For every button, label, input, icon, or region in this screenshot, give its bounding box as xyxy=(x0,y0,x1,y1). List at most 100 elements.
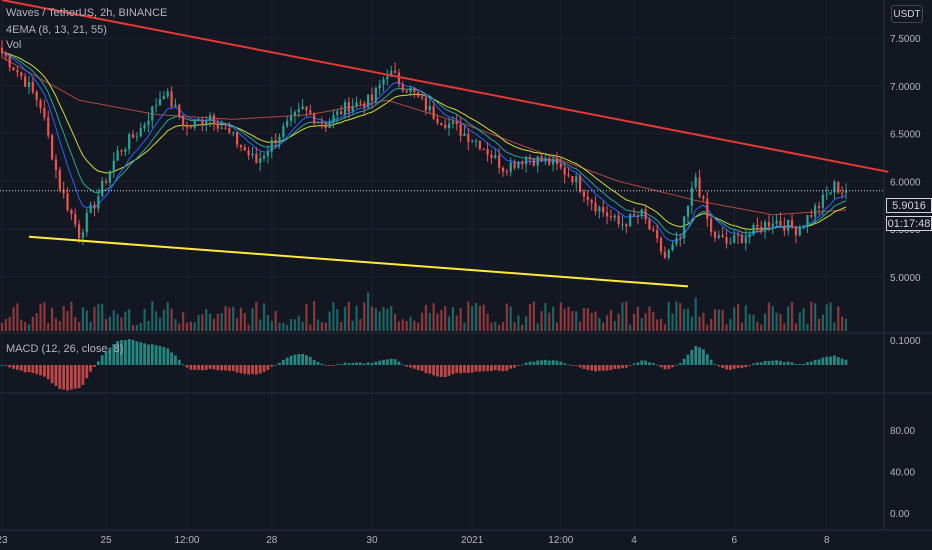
candle-body xyxy=(752,224,755,235)
macd-bar xyxy=(428,365,432,374)
candle-body xyxy=(617,215,620,224)
candle-body xyxy=(417,92,420,97)
macd-bar xyxy=(501,365,505,372)
volume-bar xyxy=(197,315,200,331)
macd-bar xyxy=(328,365,331,366)
candle-body xyxy=(386,76,389,80)
candle-body xyxy=(756,224,759,227)
macd-bar xyxy=(648,362,651,365)
macd-bar xyxy=(343,362,347,365)
macd-bar xyxy=(655,364,659,366)
volume-bar xyxy=(817,318,821,331)
volume-bar xyxy=(455,315,458,331)
candle-body xyxy=(209,115,212,121)
candle-body xyxy=(174,104,177,107)
volume-bar xyxy=(748,313,751,331)
volume-legend[interactable]: Vol xyxy=(6,39,22,51)
macd-bar xyxy=(335,364,339,365)
candle-body xyxy=(405,90,408,93)
macd-bar xyxy=(308,356,312,365)
volume-bar xyxy=(710,319,713,331)
candle-body xyxy=(243,147,246,151)
macd-bar xyxy=(513,365,516,368)
volume-bar xyxy=(301,321,304,331)
macd-bar xyxy=(659,365,663,368)
macd-bar xyxy=(570,365,574,366)
volume-bar xyxy=(274,310,277,331)
candle-body xyxy=(713,231,717,238)
macd-bar xyxy=(532,361,536,365)
candle-body xyxy=(521,161,524,165)
macd-bar xyxy=(786,361,790,365)
symbol-legend[interactable]: Waves / TetherUS, 2h, BINANCE xyxy=(6,7,168,19)
candle-body xyxy=(787,219,790,231)
macd-bar xyxy=(748,365,752,366)
candle-body xyxy=(16,70,19,73)
macd-bar xyxy=(563,363,567,365)
macd-bar xyxy=(767,360,771,365)
volume-bar xyxy=(201,313,204,331)
volume-bar xyxy=(12,307,15,331)
candle-body xyxy=(490,154,493,158)
candle-body xyxy=(262,155,266,159)
candle-body xyxy=(270,139,273,152)
candle-body xyxy=(97,196,100,209)
macd-bar xyxy=(93,365,96,367)
candle-body xyxy=(58,169,61,190)
currency-button[interactable]: USDT xyxy=(891,5,923,23)
macd-bar xyxy=(235,365,239,373)
rsi-tick-label: 0.00 xyxy=(890,509,910,520)
macd-bar xyxy=(536,360,540,365)
volume-bar xyxy=(428,312,431,331)
macd-bar xyxy=(775,360,779,365)
candle-body xyxy=(740,235,744,244)
volume-bar xyxy=(698,316,701,331)
macd-bar xyxy=(763,361,767,365)
macd-bar xyxy=(332,365,335,366)
volume-bar xyxy=(417,322,420,331)
macd-bar xyxy=(559,361,563,365)
candle-body xyxy=(205,120,208,125)
candle-body xyxy=(783,225,786,231)
volume-bar xyxy=(552,306,555,331)
candle-body xyxy=(255,153,258,163)
volume-bar xyxy=(278,322,281,331)
time-tick-label: 2021 xyxy=(461,535,484,546)
macd-bar xyxy=(4,365,8,366)
candle-body xyxy=(467,133,470,143)
macd-bar xyxy=(150,344,154,365)
ema-legend[interactable]: 4EMA (8, 13, 21, 55) xyxy=(6,24,107,36)
price-axis: 7.50007.00006.50006.00005.50005.00000.10… xyxy=(890,34,921,520)
volume-bar xyxy=(143,308,146,331)
volume-bar xyxy=(517,315,520,331)
candle-body xyxy=(320,121,323,124)
volume-bar xyxy=(259,319,262,331)
macd-bar xyxy=(31,365,35,373)
candle-body xyxy=(679,237,682,239)
volume-bar xyxy=(393,313,397,331)
candle-body xyxy=(0,47,4,53)
volume-bar xyxy=(444,306,447,331)
ema-lines xyxy=(1,52,847,242)
rsi-tick-label: 40.00 xyxy=(890,468,915,479)
macd-bar xyxy=(312,359,316,365)
volume-bar xyxy=(336,309,339,331)
volume-bar xyxy=(212,318,216,331)
volume-bar xyxy=(378,311,381,331)
macd-bar xyxy=(189,365,193,370)
candle-body xyxy=(486,149,489,155)
candle-body xyxy=(675,237,678,245)
volume-bar xyxy=(332,302,335,331)
volume-bar xyxy=(505,303,508,331)
macd-bar xyxy=(698,347,701,365)
volume-bar xyxy=(363,302,366,331)
candle-body xyxy=(178,104,181,117)
candle-body xyxy=(104,181,108,183)
macd-legend[interactable]: MACD (12, 26, close, 8) xyxy=(6,343,124,355)
macd-bar xyxy=(382,359,385,365)
candle-body xyxy=(124,149,127,152)
ema55-line xyxy=(1,56,847,216)
rsi-tick-label: 80.00 xyxy=(890,426,915,437)
macd-bar xyxy=(459,365,463,374)
